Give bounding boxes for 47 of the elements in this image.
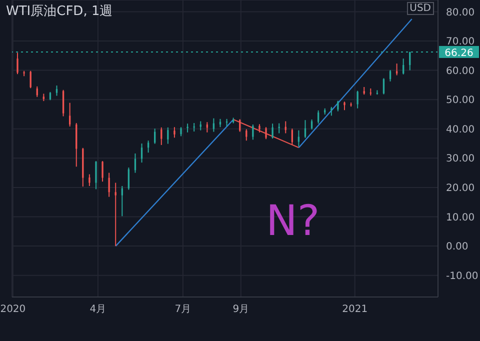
candlestick xyxy=(252,124,254,140)
candlestick xyxy=(180,126,182,137)
candlestick xyxy=(167,126,169,144)
candlestick xyxy=(382,78,385,95)
candlestick xyxy=(174,126,176,138)
y-tick-label: 10.00 xyxy=(446,212,475,224)
y-tick-label: 40.00 xyxy=(446,124,475,136)
chart-title: WTI原油CFD, 1週 xyxy=(6,3,113,20)
x-tick-label: 7月 xyxy=(174,304,192,316)
x-tick-label: 2020 xyxy=(0,304,26,316)
annotation: N? xyxy=(266,196,320,245)
candlestick xyxy=(298,130,300,148)
x-tick-label: 9月 xyxy=(232,304,250,316)
candlestick xyxy=(337,100,339,112)
candlestick xyxy=(16,52,18,75)
candlestick xyxy=(265,126,267,140)
candlestick xyxy=(114,182,116,247)
candlestick xyxy=(160,126,162,146)
candlestick xyxy=(62,89,64,117)
annotation: USD xyxy=(406,2,434,15)
candlestick xyxy=(246,128,248,142)
y-tick-label: 60.00 xyxy=(446,66,475,77)
y-tick-label: 80.00 xyxy=(446,7,475,18)
candlestick xyxy=(140,143,143,164)
candlestick xyxy=(68,102,71,128)
candlestick xyxy=(56,85,58,96)
candlestick xyxy=(147,140,150,154)
y-tick-label: -10.00 xyxy=(446,270,478,282)
candlestick xyxy=(108,172,110,198)
y-tick-label: 50.00 xyxy=(446,95,475,106)
candlestick xyxy=(95,160,97,190)
x-tick-label: 2021 xyxy=(342,304,368,316)
candlestick xyxy=(317,110,320,124)
y-tick-label: 20.00 xyxy=(446,183,475,194)
y-tick-label: 70.00 xyxy=(446,36,475,48)
candlestick xyxy=(200,120,202,131)
y-tick-label: 0.00 xyxy=(446,242,468,253)
candlestick xyxy=(272,123,274,140)
candlestick xyxy=(88,174,90,186)
ref-line-label: 66.26 xyxy=(444,48,474,59)
x-tick-label: 4月 xyxy=(90,304,106,316)
candlestick xyxy=(102,160,104,182)
y-tick-label: 30.00 xyxy=(446,154,475,165)
candlestick xyxy=(186,123,188,133)
candlestick xyxy=(389,70,392,82)
candlestick xyxy=(396,63,398,76)
candlestick xyxy=(356,90,358,109)
